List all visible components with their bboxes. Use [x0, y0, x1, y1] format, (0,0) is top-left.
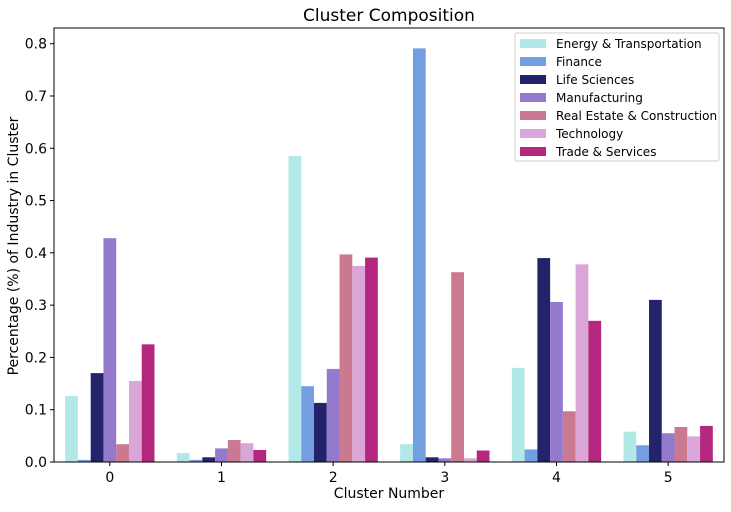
bar: [412, 48, 426, 462]
bar: [314, 402, 327, 462]
chart-title: Cluster Composition: [303, 6, 475, 26]
bar: [326, 368, 340, 462]
bar: [215, 448, 228, 462]
bar: [65, 396, 78, 462]
y-axis-label: Percentage (%) of Industry in Cluster: [6, 116, 22, 375]
bar: [636, 445, 650, 462]
bar: [451, 272, 464, 462]
bar: [103, 238, 117, 462]
y-tick-label: 0.6: [25, 141, 47, 157]
x-tick-label: 0: [105, 470, 114, 486]
bar: [301, 386, 315, 462]
bar: [524, 449, 538, 462]
bar: [176, 453, 190, 462]
legend-label: Real Estate & Construction: [556, 109, 717, 123]
legend-label: Technology: [555, 127, 623, 141]
y-tick-label: 0.1: [25, 403, 47, 419]
x-tick-label: 1: [217, 470, 226, 486]
legend-swatch: [520, 129, 546, 138]
bar: [90, 373, 104, 462]
axes-layer: 0.0 0.1 0.2 0.3 0.4 0.5 0.6 0.7 0.8 0 1 2 3 4 5: [25, 27, 725, 486]
y-tick-label: 0.3: [25, 298, 47, 314]
bar: [202, 457, 216, 462]
bar: [588, 320, 602, 462]
bar: [700, 425, 713, 462]
bar: [623, 431, 637, 462]
x-axis-label: Cluster Number: [334, 486, 445, 502]
bar: [365, 257, 378, 462]
bar: [352, 265, 366, 462]
legend-swatch: [520, 57, 546, 66]
bar: [511, 367, 525, 462]
bar: [649, 299, 662, 462]
legend-swatch: [520, 93, 546, 102]
bar: [425, 457, 439, 462]
bar: [476, 450, 490, 462]
bar: [128, 380, 142, 462]
legend-swatch: [520, 111, 546, 120]
legend-swatch: [520, 147, 546, 156]
y-tick-label: 0.4: [25, 246, 47, 262]
bar: [253, 449, 267, 462]
bars-layer: [65, 48, 713, 463]
bar: [116, 444, 129, 462]
legend-label: Trade & Services: [555, 145, 656, 159]
bar: [463, 458, 477, 462]
bar: [687, 436, 701, 462]
bar: [438, 458, 452, 462]
legend-swatch: [520, 39, 546, 48]
bar: [674, 426, 688, 462]
plot-frame: [53, 27, 725, 463]
bar: [550, 302, 563, 462]
legend-box: [514, 32, 720, 162]
bar: [240, 443, 254, 462]
legend-swatch: [520, 75, 546, 84]
bar: [339, 254, 353, 462]
bar: [227, 440, 241, 462]
x-tick-label: 3: [440, 470, 449, 486]
legend-label: Finance: [556, 55, 602, 69]
y-tick-label: 0.8: [25, 37, 47, 53]
bar: [575, 264, 589, 462]
legend-label: Energy & Transportation: [556, 37, 702, 51]
bar: [562, 411, 576, 462]
bar: [189, 459, 203, 462]
x-tick-label: 2: [329, 470, 338, 486]
bar: [537, 258, 551, 462]
x-tick-label: 4: [552, 470, 561, 486]
bar: [661, 433, 675, 462]
y-tick-label: 0.0: [25, 455, 47, 471]
legend: Energy & Transportation Finance Life Scien…: [514, 32, 720, 162]
y-tick-label: 0.2: [25, 350, 47, 366]
bar: [77, 459, 91, 462]
bar: [288, 156, 302, 463]
bar: [141, 344, 155, 462]
legend-label: Manufacturing: [556, 91, 643, 105]
legend-label: Life Sciences: [556, 73, 634, 87]
y-tick-label: 0.7: [25, 89, 47, 105]
x-tick-label: 5: [664, 470, 673, 486]
y-tick-label: 0.5: [25, 194, 47, 210]
bar: [400, 444, 413, 462]
